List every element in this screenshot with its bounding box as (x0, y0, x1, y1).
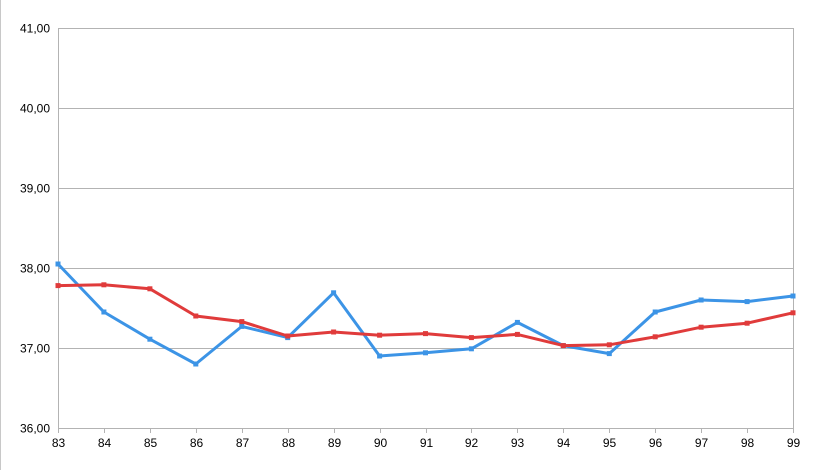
data-point (101, 309, 107, 315)
x-tick-label: 89 (328, 436, 342, 450)
x-tick-label: 95 (603, 436, 617, 450)
data-point (698, 324, 704, 330)
x-tick-label: 90 (374, 436, 388, 450)
y-tick-label: 41,00 (20, 22, 50, 36)
x-tick-label: 98 (741, 436, 755, 450)
data-point (652, 334, 658, 340)
data-point (55, 283, 61, 289)
x-tick-label: 96 (649, 436, 663, 450)
data-point (193, 313, 199, 319)
data-point (239, 323, 245, 329)
data-point (331, 290, 337, 296)
y-tick-label: 38,00 (20, 262, 50, 276)
data-point (377, 353, 383, 359)
window-edge (0, 0, 1, 470)
data-point (423, 331, 428, 337)
series-line-2 (56, 283, 795, 348)
x-tick-label: 97 (695, 436, 709, 450)
x-tick-label: 84 (98, 436, 112, 450)
data-point (744, 320, 750, 326)
y-tick-label: 37,00 (20, 342, 50, 356)
data-point (560, 343, 566, 349)
data-point (55, 261, 61, 267)
data-point (377, 332, 383, 338)
x-tick-label: 85 (144, 436, 158, 450)
data-point (652, 309, 658, 315)
data-point (790, 293, 796, 299)
data-point (606, 351, 612, 357)
data-point (514, 331, 520, 337)
data-point (147, 286, 153, 292)
data-point (147, 336, 153, 342)
x-tick-labels: 83 84 85 86 87 88 89 90 91 92 93 94 95 96 97 98 99 (52, 436, 801, 450)
data-point (468, 335, 474, 341)
x-tick-label: 94 (557, 436, 571, 450)
data-point (101, 282, 107, 288)
axes (58, 28, 794, 433)
data-point (468, 346, 474, 352)
x-tick-label: 91 (420, 436, 434, 450)
data-point (790, 310, 796, 316)
data-point (331, 329, 337, 335)
data-point (423, 350, 428, 356)
data-point (239, 319, 245, 325)
y-tick-label: 36,00 (20, 422, 50, 436)
data-point (698, 297, 704, 303)
x-tick-label: 87 (236, 436, 250, 450)
x-tick-label: 86 (190, 436, 204, 450)
data-point (514, 319, 520, 325)
x-tick-label: 99 (787, 436, 801, 450)
data-point (193, 361, 199, 367)
y-tick-label: 39,00 (20, 182, 50, 196)
gridlines (58, 28, 793, 429)
x-tick-label: 93 (511, 436, 525, 450)
data-point (285, 333, 291, 339)
y-tick-label: 40,00 (20, 102, 50, 116)
series-group (55, 261, 796, 367)
x-tick-label: 83 (52, 436, 66, 450)
data-point (744, 299, 750, 305)
x-tick-label: 88 (282, 436, 296, 450)
y-tick-labels: 36,00 37,00 38,00 39,00 40,00 41,00 (20, 22, 50, 436)
x-tick-label: 92 (465, 436, 479, 450)
data-point (606, 342, 612, 348)
